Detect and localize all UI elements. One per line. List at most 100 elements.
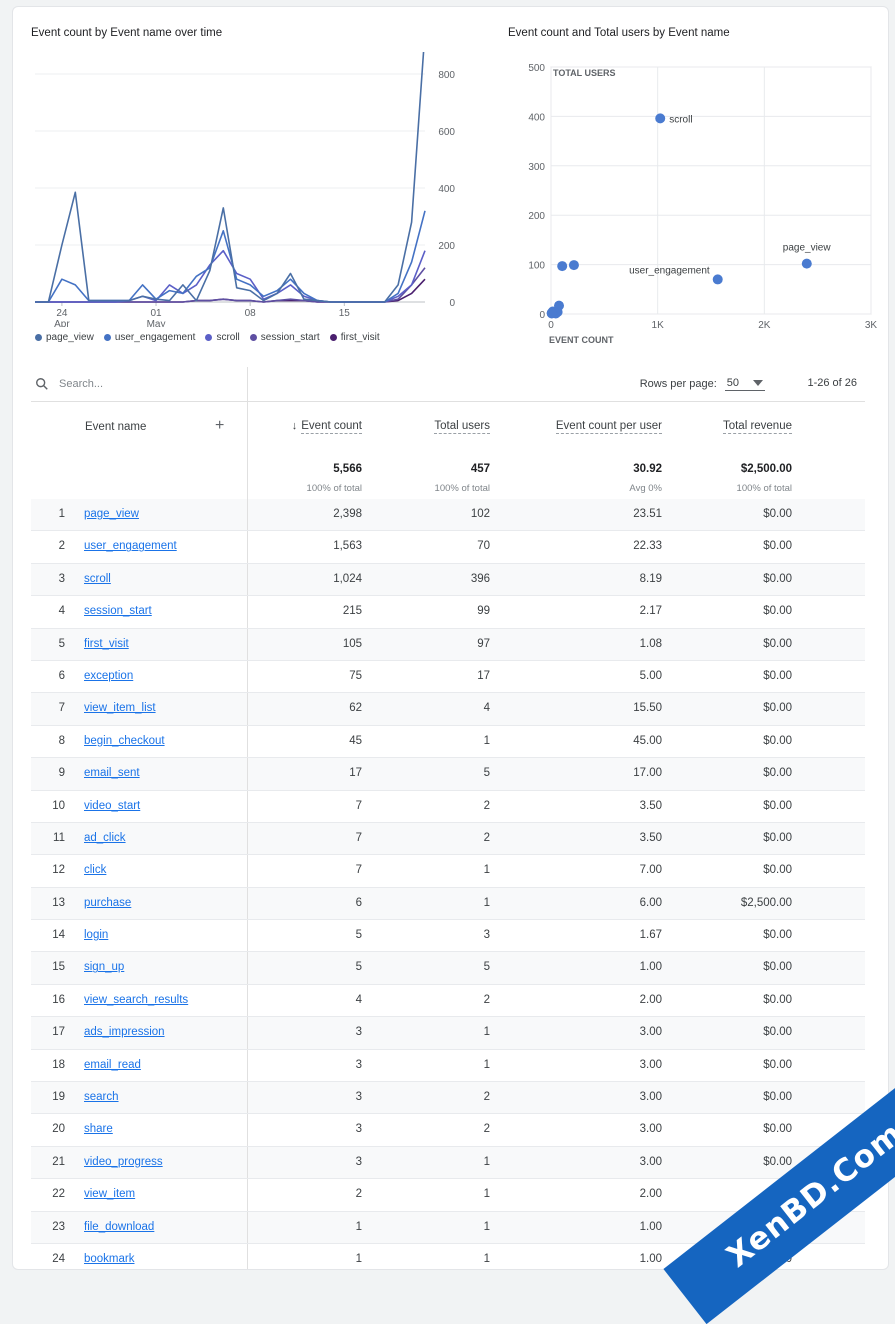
column-divider — [247, 628, 248, 660]
scatter-point-page_view[interactable] — [801, 258, 812, 269]
row-index: 11 — [53, 831, 65, 844]
row-index: 18 — [52, 1058, 65, 1071]
event-name-link[interactable]: click — [84, 864, 107, 877]
series-line-scroll[interactable] — [35, 249, 426, 303]
event-name-link[interactable]: video_progress — [84, 1155, 163, 1168]
total-revenue-cell: $0.00 — [763, 669, 792, 682]
table-row[interactable]: 5 first_visit 105 97 1.08 $0.00 — [31, 628, 865, 661]
event-count-cell: 4 — [355, 993, 362, 1006]
table-toolbar: Rows per page: 50 1-26 of 26 — [31, 367, 865, 402]
scatter-point-scroll[interactable] — [655, 113, 666, 124]
table-row[interactable]: 18 email_read 3 1 3.00 $0.00 — [31, 1049, 865, 1083]
table-row[interactable]: 13 purchase 6 1 6.00 $2,500.00 — [31, 887, 865, 921]
legend-item[interactable]: scroll — [205, 332, 240, 343]
add-dimension-plus-icon[interactable]: + — [215, 417, 225, 434]
table-row[interactable]: 14 login 5 3 1.67 $0.00 — [31, 920, 865, 953]
table-row[interactable]: 20 share 3 2 3.00 $0.00 — [31, 1114, 865, 1147]
table-row[interactable]: 11 ad_click 7 2 3.50 $0.00 — [31, 822, 865, 856]
event-name-link[interactable]: view_item_list — [84, 702, 156, 715]
event-name-link[interactable]: sign_up — [84, 961, 125, 974]
table-row[interactable]: 16 view_search_results 4 2 2.00 $0.00 — [31, 984, 865, 1018]
event-name-link[interactable]: exception — [84, 669, 134, 682]
scatter-chart[interactable]: 500 400 300 200 100 00 1K 2K 3K TOTAL USERS EVENT … — [501, 52, 881, 352]
series-line-page_view[interactable] — [35, 52, 425, 303]
table-row[interactable]: 8 begin_checkout 45 1 45.00 $0.00 — [31, 725, 865, 759]
event-name-link[interactable]: scroll — [84, 572, 111, 585]
table-row[interactable]: 3 scroll 1,024 396 8.19 $0.00 — [31, 563, 865, 597]
event-name-link[interactable]: bookmark — [84, 1252, 135, 1265]
table-row[interactable]: 19 search 3 2 3.00 $0.00 — [31, 1082, 865, 1115]
event-count-per-user-cell: 22.33 — [633, 540, 662, 553]
total-users-cell: 1 — [483, 864, 490, 877]
search-box[interactable] — [31, 367, 248, 401]
event-name-link[interactable]: session_start — [84, 605, 152, 618]
row-index: 14 — [52, 929, 65, 942]
event-name-link[interactable]: view_search_results — [84, 993, 189, 1006]
header-event-count[interactable]: ↓ Event count — [291, 420, 362, 434]
event-name-link[interactable]: page_view — [84, 508, 139, 520]
table-row[interactable]: 17 ads_impression 3 1 3.00 $0.00 — [31, 1017, 865, 1050]
event-name-link[interactable]: user_engagement — [84, 540, 177, 553]
y-tick-label: 300 — [528, 162, 545, 173]
event-name-link[interactable]: view_item — [84, 1188, 136, 1201]
header-total-revenue[interactable]: Total revenue — [722, 420, 792, 434]
event-name-link[interactable]: ads_impression — [84, 1026, 165, 1039]
series-line-first_visit[interactable] — [35, 278, 426, 303]
series-line-user_engagement[interactable] — [35, 210, 426, 303]
event-name-link[interactable]: email_read — [84, 1058, 141, 1071]
total-revenue-cell: $0.00 — [763, 1058, 792, 1071]
event-name-link[interactable]: search — [84, 1091, 119, 1104]
event-count-per-user-cell: 1.08 — [639, 637, 662, 650]
header-total-users[interactable]: Total users — [434, 420, 490, 434]
legend-item[interactable]: user_engagement — [103, 332, 195, 343]
legend-item[interactable]: first_visit — [329, 332, 380, 343]
total-users-sub: 100% of total — [434, 483, 490, 494]
rows-per-page-select[interactable]: 50 — [724, 377, 765, 391]
table-row[interactable]: 7 view_item_list 62 4 15.50 $0.00 — [31, 693, 865, 726]
scatter-point-session_start[interactable] — [568, 260, 579, 271]
event-count-cell: 7 — [355, 799, 362, 812]
legend-item[interactable]: session_start — [249, 332, 320, 343]
table-row[interactable]: 12 click 7 1 7.00 $0.00 — [31, 855, 865, 888]
table-row[interactable]: 2 user_engagement 1,563 70 22.33 $0.00 — [31, 531, 865, 564]
x-tick-label: 2K — [758, 320, 771, 331]
header-event-count-per-user[interactable]: Event count per user — [555, 420, 662, 434]
legend-item[interactable]: page_view — [35, 332, 94, 343]
table-row[interactable]: 15 sign_up 5 5 1.00 $0.00 — [31, 952, 865, 985]
event-name-link[interactable]: share — [84, 1123, 113, 1136]
scatter-point-user_engagement[interactable] — [712, 274, 723, 285]
event-name-link[interactable]: begin_checkout — [84, 734, 165, 747]
event-name-link[interactable]: first_visit — [84, 637, 129, 650]
event-name-link[interactable]: ad_click — [84, 831, 126, 844]
header-event-name[interactable]: Event name — [85, 421, 147, 433]
event-name-link[interactable]: video_start — [84, 799, 141, 812]
column-divider — [247, 563, 248, 596]
column-divider — [247, 1017, 248, 1049]
table-row[interactable]: 4 session_start 215 99 2.17 $0.00 — [31, 596, 865, 629]
table-row[interactable]: 1 page_view 2,398 102 23.51 $0.00 — [31, 499, 865, 532]
event-name-link[interactable]: login — [84, 929, 109, 942]
event-name-link[interactable]: purchase — [84, 896, 132, 909]
search-input[interactable] — [57, 377, 231, 391]
scatter-point-first_visit[interactable] — [557, 261, 568, 272]
total-users-cell: 396 — [470, 572, 490, 585]
scatter-point-click[interactable] — [546, 308, 557, 319]
table-row[interactable]: 21 video_progress 3 1 3.00 $0.00 — [31, 1146, 865, 1180]
event-count-per-user-cell: 7.00 — [639, 864, 662, 877]
total-revenue-cell: $0.00 — [763, 1123, 792, 1136]
event-name-link[interactable]: email_sent — [84, 767, 140, 780]
event-name-link[interactable]: file_download — [84, 1220, 155, 1233]
table-row[interactable]: 10 video_start 7 2 3.50 $0.00 — [31, 790, 865, 823]
row-index: 23 — [52, 1220, 65, 1233]
total-event-count-per-user: 30.92 — [633, 463, 662, 475]
total-users-cell: 2 — [483, 799, 490, 812]
point-label: user_engagement — [629, 265, 710, 276]
table-row[interactable]: 9 email_sent 17 5 17.00 $0.00 — [31, 758, 865, 791]
table-row[interactable]: 6 exception 75 17 5.00 $0.00 — [31, 660, 865, 694]
total-revenue-cell: $2,500.00 — [740, 896, 792, 909]
series-line-session_start[interactable] — [35, 267, 426, 303]
event-count-per-user-cell: 2.00 — [639, 993, 662, 1006]
